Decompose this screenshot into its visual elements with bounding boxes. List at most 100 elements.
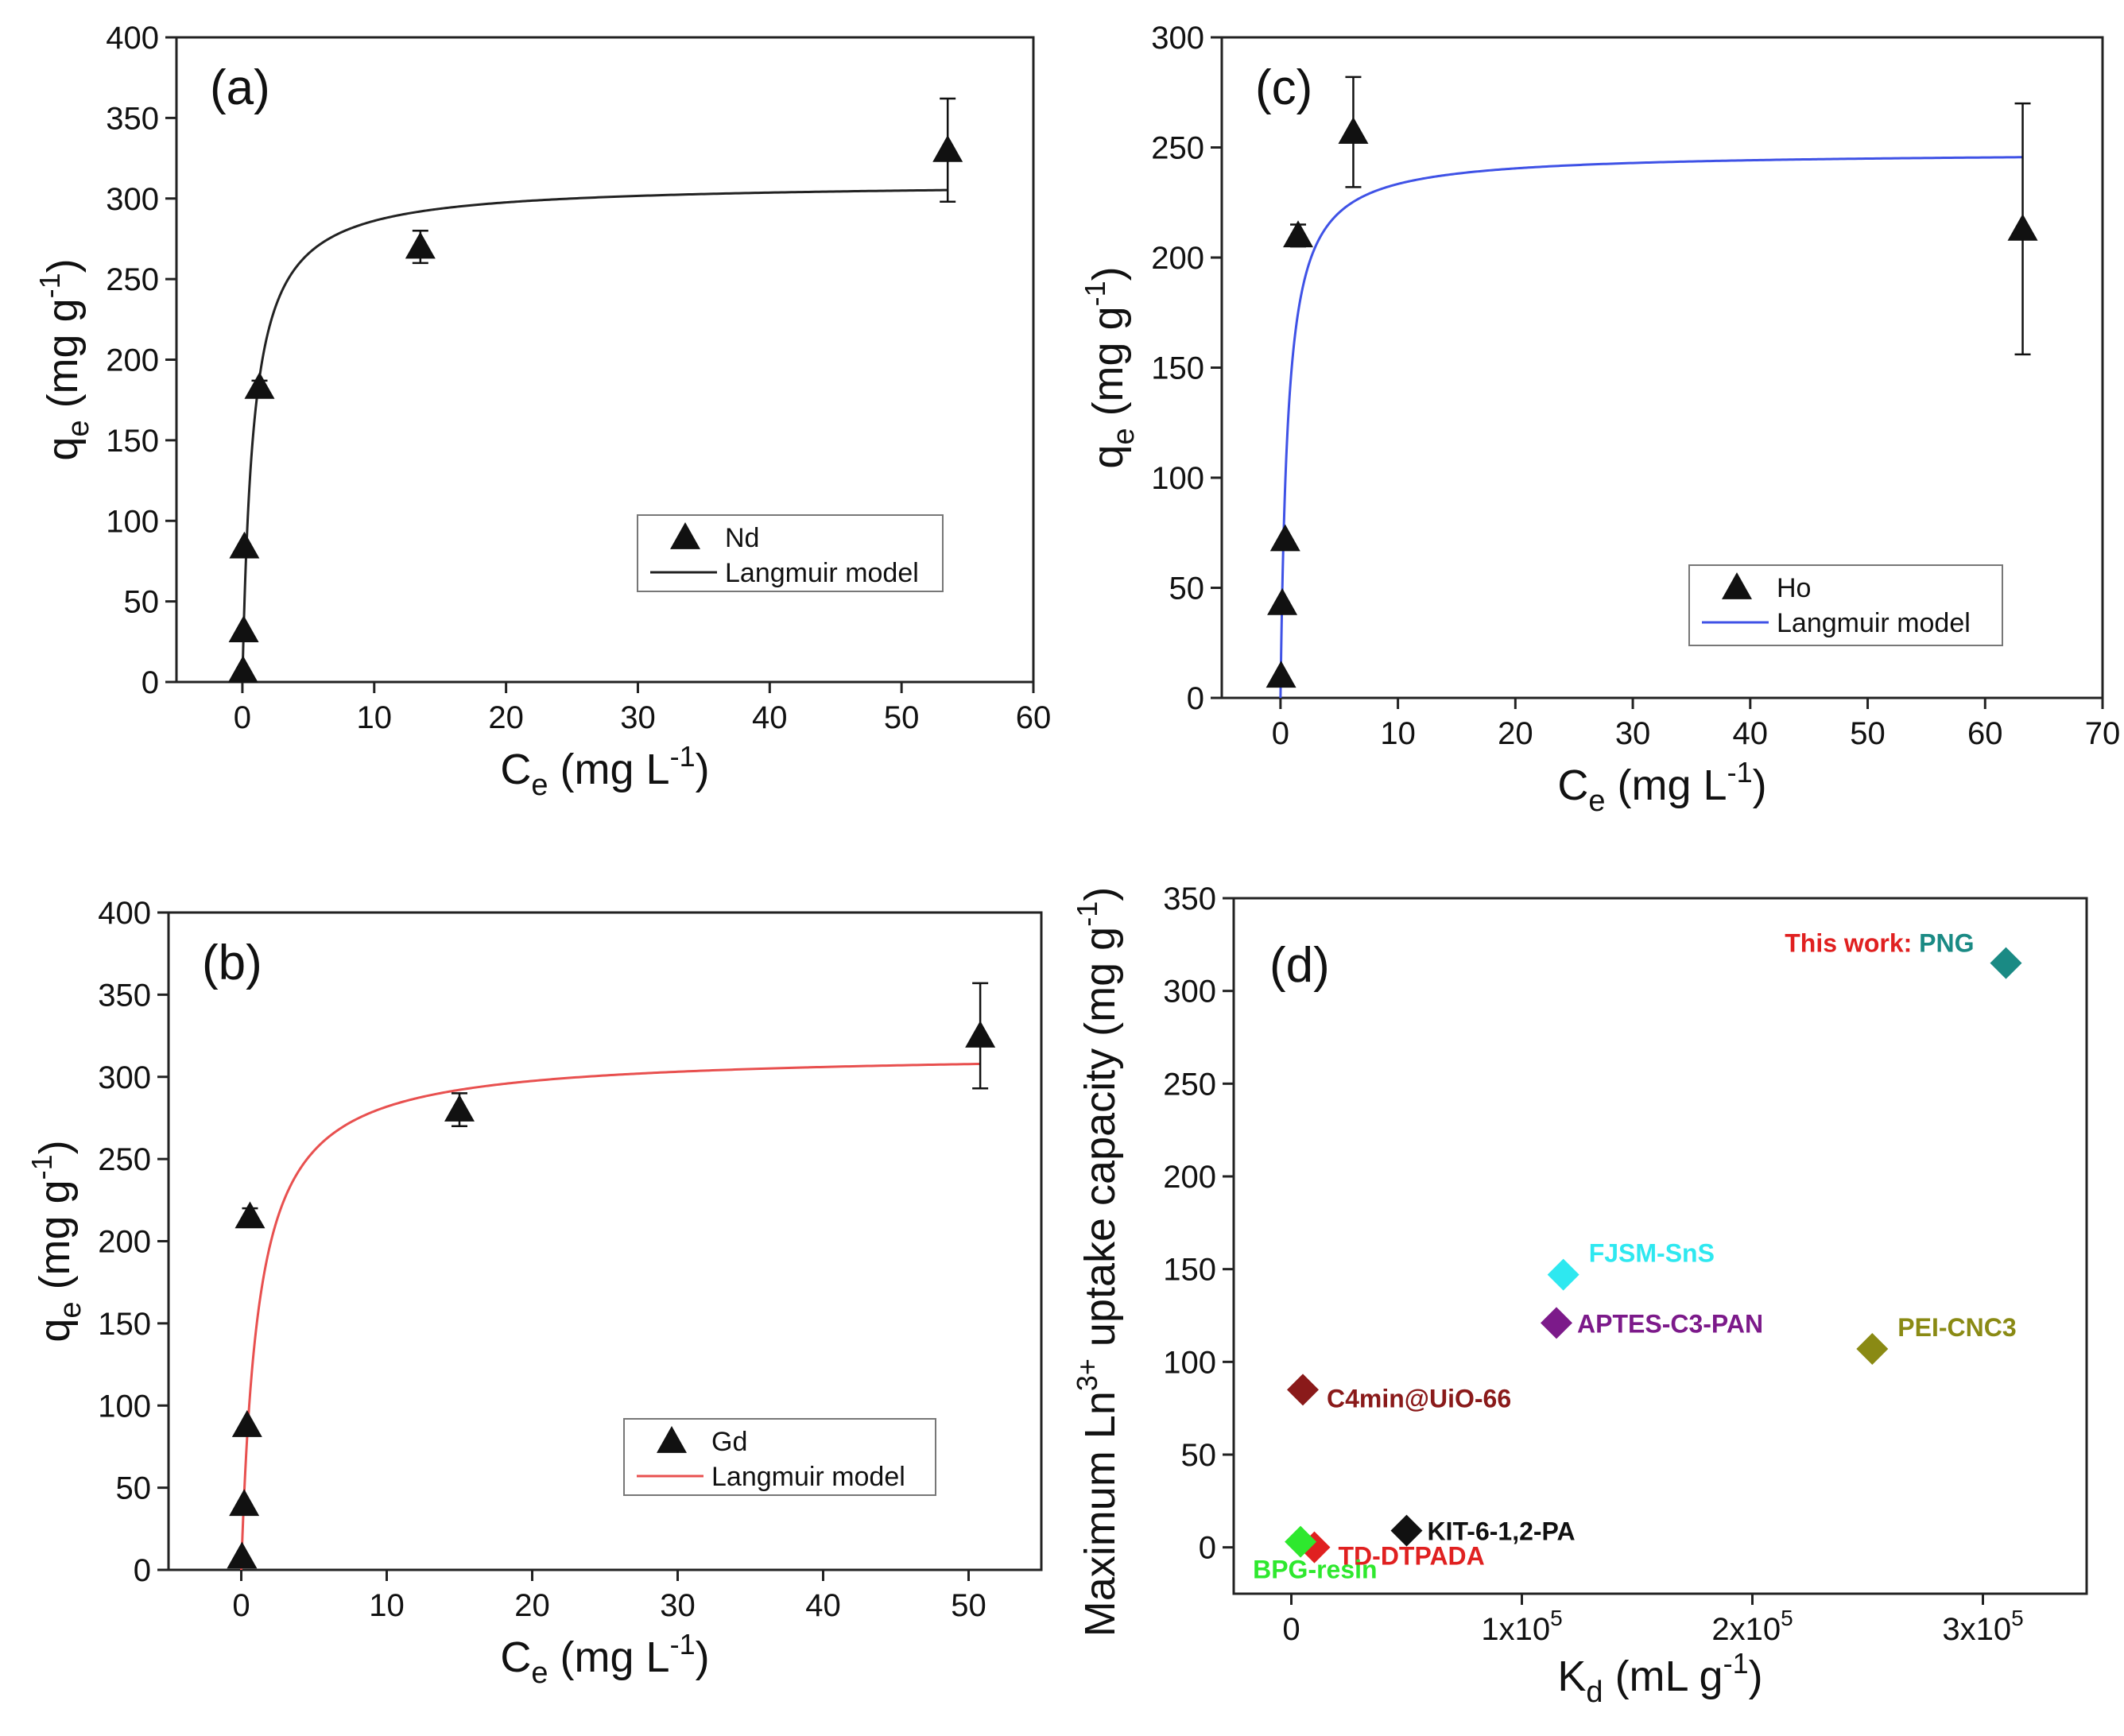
point-label: PEI-CNC3: [1897, 1313, 2016, 1342]
langmuir-fit-curve: [240, 1062, 981, 1571]
x-axis-label-subscript: e: [1588, 785, 1605, 818]
point-label-name: C4min@UiO-66: [1327, 1384, 1511, 1412]
point-label: BPG-resin: [1253, 1556, 1377, 1584]
y-tick-label: 50: [116, 1471, 152, 1506]
plot-frame: [1232, 897, 2088, 1595]
y-axis-label-subscript: e: [54, 1301, 87, 1318]
y-axis-label-superscript: -1: [33, 273, 66, 298]
legend-series-label: Nd: [725, 523, 759, 553]
y-axis-label-main: q: [31, 1319, 79, 1343]
x-axis-label-close: ): [696, 746, 710, 793]
x-tick-label: 20: [1498, 716, 1533, 751]
x-axis-label-subscript: e: [531, 1657, 548, 1690]
point-label: TD-DTPADA: [1339, 1542, 1485, 1571]
y-axis-label-units: uptake capacity (mg g: [1076, 927, 1124, 1358]
y-tick-label: 50: [124, 585, 160, 620]
point-label-prefix: This work:: [1785, 929, 1919, 958]
y-axis-label-close: ): [1084, 266, 1132, 281]
data-point-Gd: [227, 1541, 258, 1569]
x-axis-label-superscript: -1: [670, 740, 696, 773]
y-tick-label: 400: [106, 21, 159, 56]
x-axis-label-units: (mg L: [548, 1633, 670, 1681]
x-tick-label: 0: [234, 700, 251, 735]
legend-marker: [1722, 572, 1752, 599]
y-axis-label-superscript2: -1: [1071, 901, 1103, 927]
y-tick-label: 200: [1151, 241, 1204, 276]
x-axis-label-superscript: -1: [1723, 1647, 1749, 1680]
data-point-Gd: [965, 1021, 996, 1048]
data-point-Ho: [1267, 587, 1298, 615]
x-tick-label-exponent: 5: [1550, 1606, 1563, 1630]
y-tick-label: 0: [1199, 1531, 1216, 1566]
data-point-Nd: [932, 134, 963, 162]
x-tick-label: 10: [1380, 716, 1416, 751]
data-point-Ho: [1338, 117, 1369, 144]
point-label-name: FJSM-SnS: [1589, 1239, 1715, 1268]
x-axis-label: Ce (mg L-1): [500, 740, 709, 802]
x-axis-label-subscript: e: [531, 769, 548, 802]
x-tick-label-exponent: 5: [2011, 1606, 2024, 1630]
data-point-Nd: [244, 371, 275, 399]
x-tick-label: 60: [1016, 700, 1052, 735]
x-tick-label: 30: [620, 700, 656, 735]
point-label: This work: PNG: [1785, 929, 1974, 958]
x-axis-label-units: (mg L: [1606, 761, 1727, 809]
y-axis-label-units: (mg g: [31, 1180, 79, 1301]
y-tick-label: 150: [98, 1307, 151, 1342]
panel-label: (c): [1255, 60, 1312, 115]
x-tick-label: 10: [369, 1588, 405, 1623]
y-axis-label: qe (mg g-1): [33, 258, 95, 460]
x-axis-label-subscript: d: [1586, 1676, 1603, 1709]
y-tick-label: 250: [106, 262, 159, 297]
panel-a-chart: 0 10 20 30 40 50 60 0 50 100 150 200 250 300 350 400 (a)…: [33, 21, 1051, 802]
x-tick-label: 70: [2085, 716, 2121, 751]
x-axis-label-main: C: [1557, 761, 1588, 809]
x-tick-label-base: 3x10: [1942, 1612, 2011, 1647]
point-label: KIT-6-1,2-PA: [1428, 1517, 1576, 1546]
x-tick-label: 60: [1967, 716, 2003, 751]
x-axis-label-units: (mL g: [1603, 1653, 1723, 1700]
x-tick-label: 40: [1733, 716, 1769, 751]
data-point-BPG-resin: [1285, 1525, 1317, 1558]
x-tick-label: 50: [884, 700, 920, 735]
x-tick-label: 2x105: [1711, 1606, 1793, 1647]
y-axis-label-main: q: [39, 437, 87, 461]
data-point-Gd: [234, 1201, 266, 1229]
y-tick-label: 150: [1151, 351, 1204, 386]
y-tick-label: 250: [98, 1142, 151, 1177]
y-axis-label-close: ): [39, 258, 87, 273]
y-tick-label: 200: [1163, 1160, 1216, 1195]
y-tick-label: 350: [106, 101, 159, 136]
point-label-name: BPG-resin: [1253, 1556, 1377, 1584]
point-label-name: PEI-CNC3: [1897, 1313, 2016, 1342]
x-tick-label: 0: [1272, 716, 1289, 751]
y-axis-label-superscript: -1: [1079, 281, 1111, 306]
panel-c-chart: 0 10 20 30 40 50 60 70 0 50 100 150 200 250 300 (c) Ho La…: [1079, 21, 2120, 818]
y-axis-label-subscript: e: [1107, 428, 1141, 444]
y-tick-label: 250: [1163, 1067, 1216, 1102]
langmuir-fit-curve: [241, 188, 948, 682]
legend-series-label: Gd: [711, 1427, 747, 1457]
data-point-Nd: [405, 231, 436, 259]
data-point-APTES-C3-PAN: [1541, 1307, 1572, 1339]
y-axis-label: qe (mg g-1): [1079, 266, 1141, 468]
x-tick-label-base: 2x10: [1711, 1612, 1781, 1647]
x-tick-label: 30: [1615, 716, 1651, 751]
data-point-Nd: [228, 615, 259, 642]
x-tick-label: 50: [951, 1588, 986, 1623]
x-axis-label-units: (mg L: [548, 746, 670, 793]
data-point-Nd: [227, 655, 258, 683]
y-tick-label: 0: [134, 1553, 151, 1588]
data-point-Gd: [231, 1410, 262, 1437]
legend-box: [1688, 564, 2003, 646]
x-tick-label: 0: [232, 1588, 250, 1623]
legend-box: [623, 1418, 936, 1496]
panel-d-chart: 0 1x105 2x105 3x105050100150200250300350Thi…: [1071, 882, 2088, 1709]
y-axis-label-superscript: 3+: [1071, 1358, 1103, 1391]
y-tick-label: 250: [1151, 131, 1204, 166]
data-point-FJSM-SnS: [1547, 1258, 1579, 1291]
y-tick-label: 50: [1181, 1438, 1217, 1473]
x-axis-label-main: C: [500, 1633, 531, 1681]
legend-marker: [657, 1426, 687, 1453]
